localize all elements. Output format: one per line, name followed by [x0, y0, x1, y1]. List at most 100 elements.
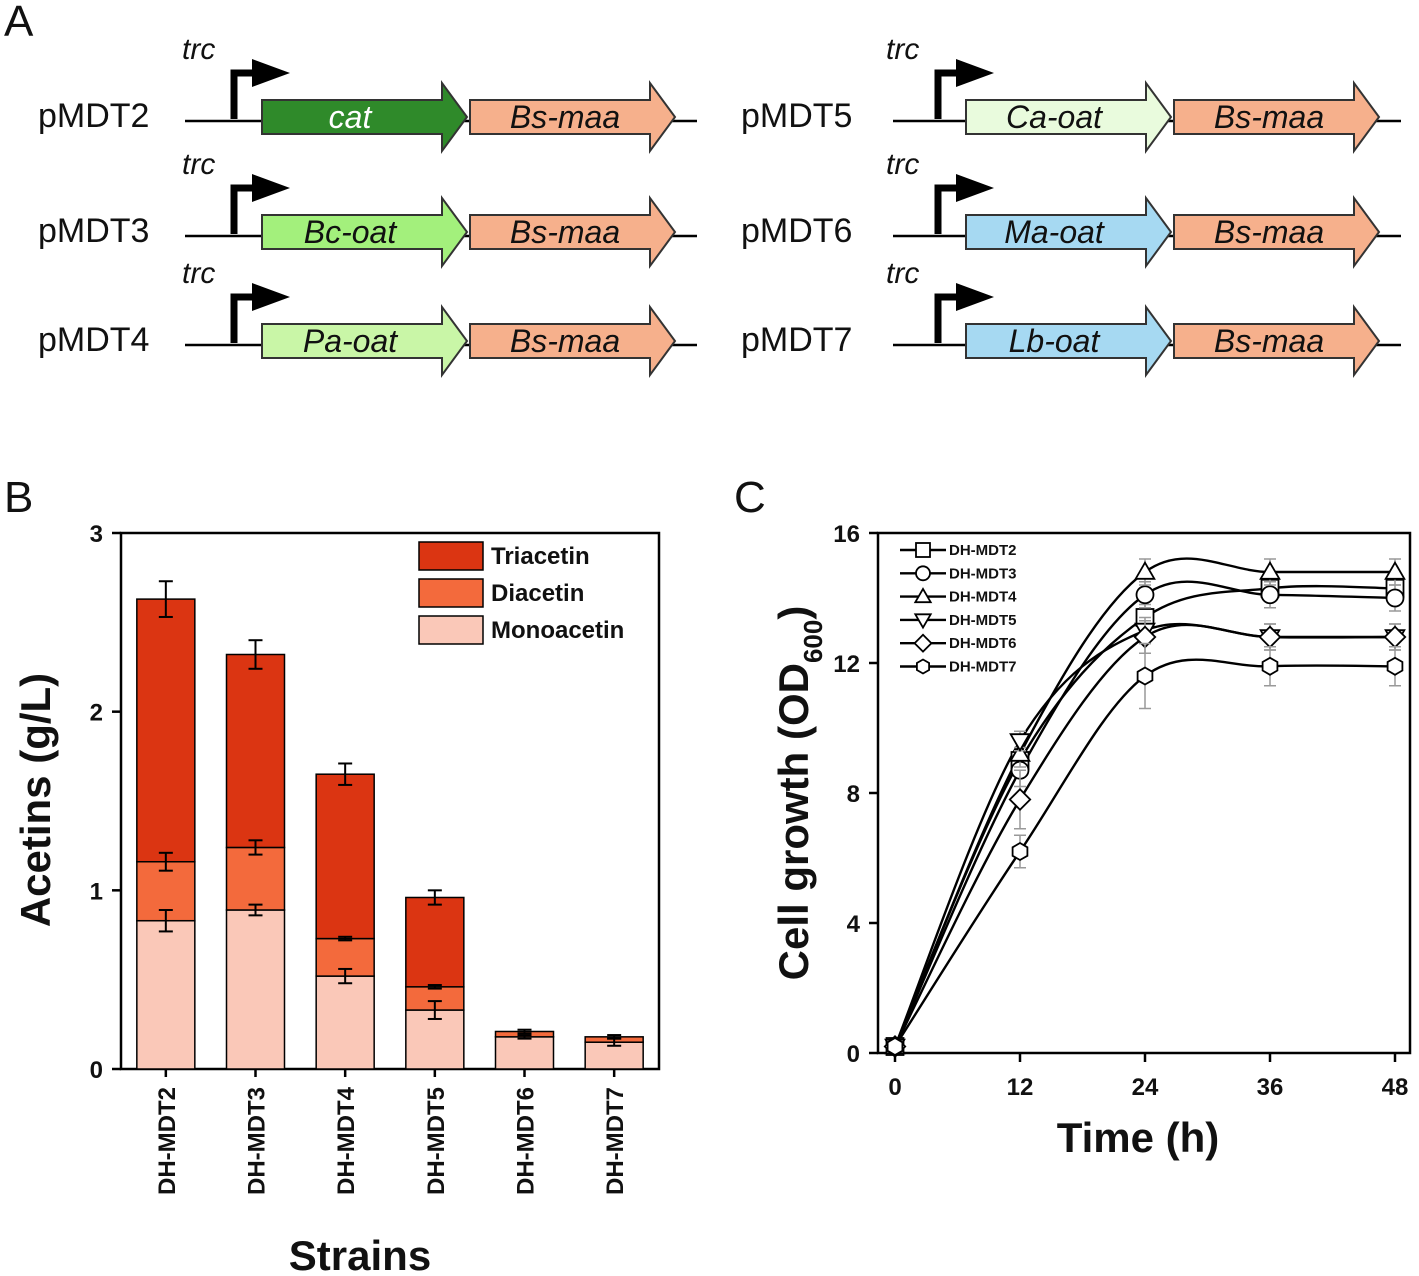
x-axis-title: Time (h) [1057, 1114, 1220, 1161]
gene2-label: Bs-maa [510, 214, 620, 250]
marker-hexagon [1138, 668, 1153, 685]
y-tick-label: 8 [847, 781, 860, 808]
bar-segment-monoacetin [316, 976, 374, 1069]
y-tick-label: 2 [90, 700, 103, 727]
marker-square [916, 543, 930, 557]
bar-segment-monoacetin [496, 1037, 554, 1069]
promoter-arrow [234, 188, 252, 234]
legend-label: Diacetin [491, 580, 584, 607]
gene2-label: Bs-maa [1214, 323, 1324, 359]
marker-hexagon [1263, 658, 1278, 675]
promoter-arrow [234, 73, 252, 119]
marker-triangle-up [1136, 563, 1155, 579]
marker-diamond [1010, 789, 1030, 809]
construct-name: pMDT6 [741, 212, 852, 250]
promoter-arrow [938, 73, 956, 119]
construct-name: pMDT4 [38, 321, 149, 359]
promoter-arrowhead [252, 59, 290, 87]
y-tick-label: 3 [90, 521, 103, 548]
plot-frame [121, 533, 659, 1069]
legend-label: DH-MDT5 [949, 612, 1017, 629]
panel-b-chart: 0123 DH-MDT2DH-MDT3DH-MDT4DH-MDT5DH-MDT6… [12, 521, 659, 1276]
bar-segment-monoacetin [137, 921, 195, 1069]
promoter-label: trc [886, 33, 919, 66]
marker-triangle-up [1386, 563, 1405, 579]
y-axis-title: Cell growth (OD600) [770, 606, 828, 981]
construct-name: pMDT5 [741, 97, 852, 135]
y-tick-label: 12 [833, 651, 860, 678]
marker-circle [916, 566, 930, 580]
y-axis-title-close: ) [770, 606, 817, 620]
legend-label: DH-MDT4 [949, 589, 1017, 606]
construct-name: pMDT7 [741, 321, 852, 359]
bar-segment-triacetin [406, 897, 464, 986]
promoter-label: trc [182, 257, 215, 290]
promoter-arrowhead [956, 174, 994, 202]
bar-segment-diacetin [227, 847, 285, 910]
y-tick-label: 1 [90, 878, 103, 905]
gene1-label: Lb-oat [1009, 323, 1101, 359]
figure: A B C pMDT2trccatBs-maapMDT3trcBc-oatBs-… [0, 0, 1419, 1276]
construct-name: pMDT2 [38, 97, 149, 135]
legend-swatch [419, 542, 483, 570]
promoter-arrowhead [252, 174, 290, 202]
promoter-label: trc [886, 257, 919, 290]
y-tick-label: 0 [847, 1041, 860, 1068]
gene2-label: Bs-maa [1214, 214, 1324, 250]
gene2-label: Bs-maa [1214, 99, 1324, 135]
y-tick-label: 4 [847, 911, 861, 938]
marker-hexagon [1388, 658, 1403, 675]
gene1-label: Pa-oat [303, 323, 398, 359]
marker-diamond [915, 635, 932, 652]
legend-label: DH-MDT2 [949, 542, 1017, 559]
y-axis-title-subscript: 600 [798, 620, 828, 663]
legend-label: DH-MDT3 [949, 565, 1017, 582]
gene1-label: Bc-oat [304, 214, 398, 250]
promoter-label: trc [182, 148, 215, 181]
legend-label: Monoacetin [491, 617, 624, 644]
x-tick-label: DH-MDT6 [513, 1087, 540, 1195]
marker-hexagon [917, 660, 929, 674]
x-tick-label: 12 [1007, 1074, 1034, 1101]
gene2-label: Bs-maa [510, 99, 620, 135]
gene1-label: Ma-oat [1004, 214, 1105, 250]
gene2-label: Bs-maa [510, 323, 620, 359]
panel-c-chart: 0122436480481216 DH-MDT2DH-MDT3DH-MDT4DH… [770, 521, 1410, 1161]
y-tick-label: 0 [90, 1057, 103, 1084]
promoter-arrow [234, 297, 252, 343]
x-tick-label: DH-MDT5 [423, 1087, 450, 1195]
marker-circle [1387, 590, 1404, 607]
panel-a-constructs: pMDT2trccatBs-maapMDT3trcBc-oatBs-maapMD… [38, 33, 1401, 375]
bar-segment-triacetin [137, 599, 195, 862]
bar-segment-monoacetin [227, 910, 285, 1069]
x-tick-label: 24 [1132, 1074, 1159, 1101]
legend-label: Triacetin [491, 543, 590, 570]
marker-hexagon [1013, 843, 1028, 860]
construct-name: pMDT3 [38, 212, 149, 250]
legend-label: DH-MDT7 [949, 659, 1017, 676]
x-tick-label: 36 [1257, 1074, 1284, 1101]
promoter-arrowhead [252, 283, 290, 311]
x-tick-label: 0 [888, 1074, 901, 1101]
x-axis-title: Strains [289, 1232, 431, 1276]
promoter-arrow [938, 297, 956, 343]
x-tick-label: DH-MDT7 [602, 1087, 629, 1195]
gene1-label: Ca-oat [1006, 99, 1103, 135]
panel-a-letter: A [4, 0, 34, 46]
x-tick-label: DH-MDT2 [154, 1087, 181, 1195]
legend-label: DH-MDT6 [949, 635, 1017, 652]
promoter-arrow [938, 188, 956, 234]
panel-c-letter: C [734, 473, 766, 522]
panel-b-letter: B [4, 473, 33, 522]
promoter-arrowhead [956, 283, 994, 311]
y-axis-title-main: Cell growth (OD [770, 663, 817, 980]
legend-swatch [419, 616, 483, 644]
y-axis-title: Acetins (g/L) [12, 673, 59, 927]
bar-segment-triacetin [227, 654, 285, 847]
x-tick-label: 48 [1382, 1074, 1409, 1101]
promoter-arrowhead [956, 59, 994, 87]
bar-segment-triacetin [316, 774, 374, 938]
x-tick-label: DH-MDT4 [333, 1086, 360, 1195]
y-tick-label: 16 [833, 521, 860, 548]
marker-circle [1137, 586, 1154, 603]
